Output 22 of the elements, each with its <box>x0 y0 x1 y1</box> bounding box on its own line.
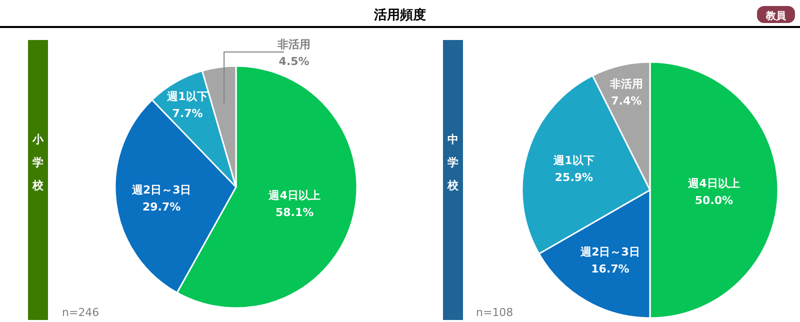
data-label: 58.1% <box>275 206 314 220</box>
slice-label: 週2日～3日 <box>580 246 640 259</box>
data-label: 50.0% <box>694 194 734 207</box>
data-label: 7.7% <box>172 107 203 120</box>
data-label: 7.4% <box>611 94 642 108</box>
slice-label: 週1以下 <box>166 90 208 104</box>
text: n=108 <box>476 306 514 319</box>
text: n=246 <box>62 306 100 319</box>
data-label: 4.5% <box>278 55 310 68</box>
slice-label: 週4日以上 <box>687 177 740 190</box>
data-label: 16.7% <box>591 262 630 276</box>
slice-label: 週1以下 <box>552 154 594 168</box>
text: 教員 <box>765 10 787 22</box>
text: 活用頻度 <box>373 7 426 23</box>
slice-label: 週4日以上 <box>268 189 320 202</box>
slice-label: 非活用 <box>276 38 311 51</box>
text: 小学校 <box>32 133 44 192</box>
data-label: 25.9% <box>554 171 594 184</box>
slice-label: 非活用 <box>608 77 643 90</box>
slice-label: 週2日～3日 <box>130 184 192 197</box>
text: 中学校 <box>446 133 460 192</box>
data-label: 29.7% <box>142 200 181 214</box>
